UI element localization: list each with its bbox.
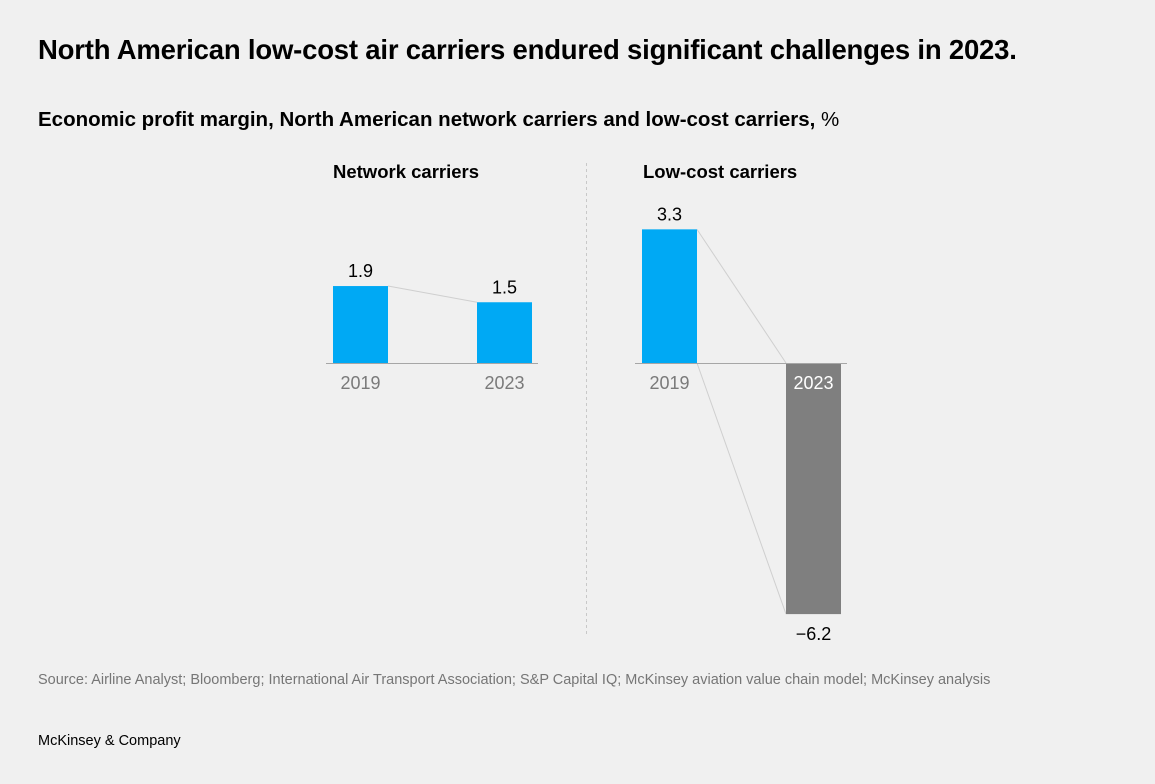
unit-label: %	[821, 108, 840, 131]
x-tick-label: 2019	[649, 373, 689, 393]
panel-title: Network carriers	[333, 161, 479, 182]
panel-low-cost-carriers: Low-cost carriers 3.3 2019 −6.2 2023	[635, 161, 847, 644]
chart-title: North American low-cost air carriers end…	[38, 34, 1017, 65]
bar-2023	[477, 302, 532, 363]
value-label: 1.9	[348, 261, 373, 281]
connector-top	[696, 229, 787, 364]
bar-2019	[333, 286, 388, 363]
x-tick-label: 2019	[340, 373, 380, 393]
panel-title: Low-cost carriers	[643, 161, 797, 182]
chart-subtitle: Economic profit margin, North American n…	[38, 108, 839, 132]
brand-name: McKinsey & Company	[38, 733, 181, 749]
value-label: −6.2	[796, 624, 832, 644]
x-tick-label: 2023	[793, 373, 833, 393]
connector-bottom	[696, 362, 787, 615]
value-label: 1.5	[492, 277, 517, 297]
subtitle-text: Economic profit margin, North American n…	[38, 108, 816, 131]
source-note: Source: Airline Analyst; Bloomberg; Inte…	[38, 672, 991, 688]
bar-2023	[786, 363, 841, 615]
value-label: 3.3	[657, 204, 682, 224]
connector-top	[387, 285, 478, 303]
panel-network-carriers: Network carriers 1.9 2019 1.5 2023	[326, 161, 538, 393]
x-tick-label: 2023	[484, 373, 524, 393]
bar-2019	[642, 229, 697, 363]
